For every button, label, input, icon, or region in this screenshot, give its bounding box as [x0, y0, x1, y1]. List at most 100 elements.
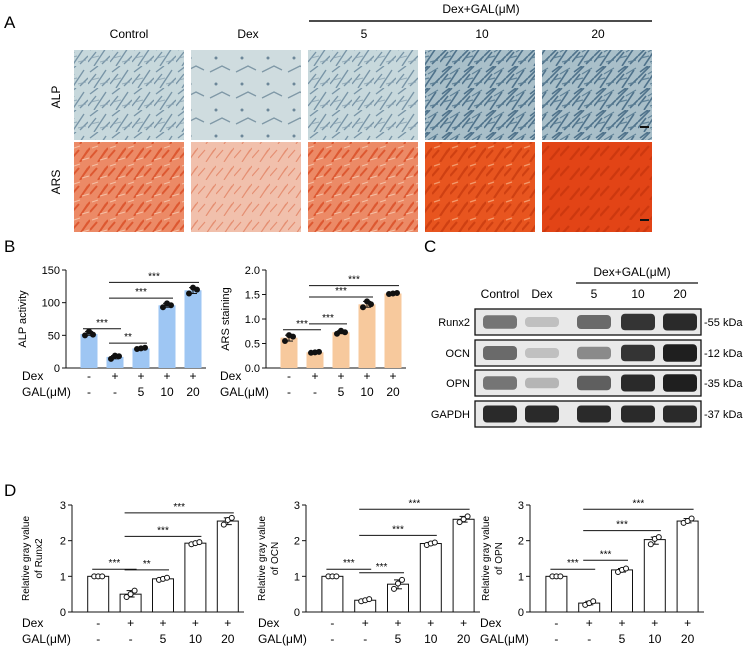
data-point [116, 353, 122, 360]
blot-col-20: 20 [673, 287, 687, 301]
dex-value: + [460, 616, 467, 630]
col-label-control: Control [110, 27, 149, 41]
bar [306, 352, 324, 368]
gal-row-label: GAL(μM) [258, 632, 307, 646]
dex-value: + [651, 616, 658, 630]
data-point [391, 585, 397, 592]
data-point [316, 348, 322, 355]
blot-band [577, 375, 611, 391]
blot-band [621, 405, 655, 423]
data-point [460, 516, 467, 523]
significance-label: *** [567, 558, 579, 569]
blot-size-label: -37 kDa [704, 409, 743, 421]
data-point [123, 594, 130, 601]
y-tick-label: 0.5 [245, 339, 260, 351]
blot-band [525, 405, 559, 423]
row-label-ars: ARS [49, 170, 63, 195]
conditions-b-left: Dex GAL(μM) - - + - +5 +10 +20 [22, 369, 200, 399]
gal-value: 5 [619, 632, 626, 646]
y-tick-label: 0 [294, 607, 300, 619]
y-axis-label: ALP activity [17, 290, 29, 348]
gal-value: 10 [360, 385, 374, 399]
blot-band [577, 405, 611, 423]
gal-value: 20 [221, 632, 235, 646]
dex-value: - [287, 369, 291, 383]
panel-a: A Control Dex 5 10 20 Dex+GAL(μM) ALP AR… [4, 2, 652, 232]
data-point [99, 573, 106, 580]
y-tick-label: 1.5 [245, 290, 260, 302]
dex-value: + [394, 616, 401, 630]
data-point [168, 302, 174, 309]
micrograph-ars-dex [191, 142, 301, 232]
gal-value: 10 [189, 632, 203, 646]
col-label-10: 10 [475, 27, 489, 41]
blot-band [483, 315, 517, 329]
gal-value: 5 [138, 385, 145, 399]
col-label-20: 20 [591, 27, 605, 41]
blot-size-label: -55 kDa [704, 317, 743, 329]
col-label-5: 5 [361, 27, 368, 41]
data-point [131, 587, 138, 594]
data-point [623, 565, 629, 572]
significance-label: *** [96, 318, 108, 329]
conditions-b-right: Dex GAL(μM) - - + - +5 +10 +20 [220, 369, 400, 399]
micrograph-alp-10 [425, 50, 535, 140]
blot-band [483, 346, 517, 360]
data-point [194, 286, 200, 293]
blot-col-control: Control [481, 287, 520, 301]
blot-rows: Runx2 -55 kDa OCN -12 kDa OPN -35 kDa GAPDH -37… [431, 308, 743, 428]
gal-value: 10 [160, 385, 174, 399]
dex-value: + [362, 616, 369, 630]
bar [184, 290, 202, 368]
bar [545, 575, 568, 613]
dex-row-label: Dex [220, 369, 241, 383]
dex-value: + [127, 616, 134, 630]
micrograph-alp-control [74, 50, 184, 140]
significance-label: *** [335, 286, 347, 297]
y-tick-label: 2 [60, 536, 66, 548]
data-point [342, 329, 348, 336]
dex-value: + [159, 616, 166, 630]
data-point [186, 290, 192, 297]
dex-row-label: Dex [258, 616, 279, 630]
data-point [90, 331, 96, 338]
data-point [590, 598, 597, 605]
gal-value: 20 [386, 385, 400, 399]
blot-band [663, 344, 697, 362]
dex-value: + [163, 369, 170, 383]
micrograph-ars-10 [425, 142, 535, 232]
blot-protein-label: OCN [446, 348, 471, 360]
dex-row-label: Dex [22, 616, 43, 630]
dex-value: + [337, 369, 344, 383]
blot-band [621, 344, 655, 362]
bar [452, 518, 475, 613]
significance-label: *** [157, 525, 169, 536]
gal-value: 5 [160, 632, 167, 646]
y-tick-label: 2 [518, 536, 524, 548]
micrograph-ars-control [74, 142, 184, 232]
blot-protein-label: GAPDH [431, 409, 470, 421]
y-axis-label: Relative gray value of OCN [257, 516, 281, 601]
blot-band [621, 374, 655, 392]
bar [216, 520, 239, 613]
panel-label-a: A [4, 13, 16, 32]
significance-label: *** [392, 524, 404, 535]
bar [87, 575, 110, 613]
gal-value: - [554, 632, 558, 646]
significance-label: *** [322, 313, 334, 324]
bar [332, 332, 350, 368]
dex-value: + [137, 369, 144, 383]
dex-value: + [389, 369, 396, 383]
bar [358, 304, 376, 368]
y-tick-label: 0.0 [245, 363, 260, 375]
panel-label-b: B [4, 237, 15, 256]
blot-protein-label: Runx2 [438, 317, 470, 329]
blot-size-label: -12 kDa [704, 348, 743, 360]
dex-value: - [330, 616, 334, 630]
data-point [655, 534, 662, 541]
significance-label: *** [148, 271, 160, 282]
y-tick-label: 3 [518, 500, 524, 512]
bar [80, 334, 98, 368]
